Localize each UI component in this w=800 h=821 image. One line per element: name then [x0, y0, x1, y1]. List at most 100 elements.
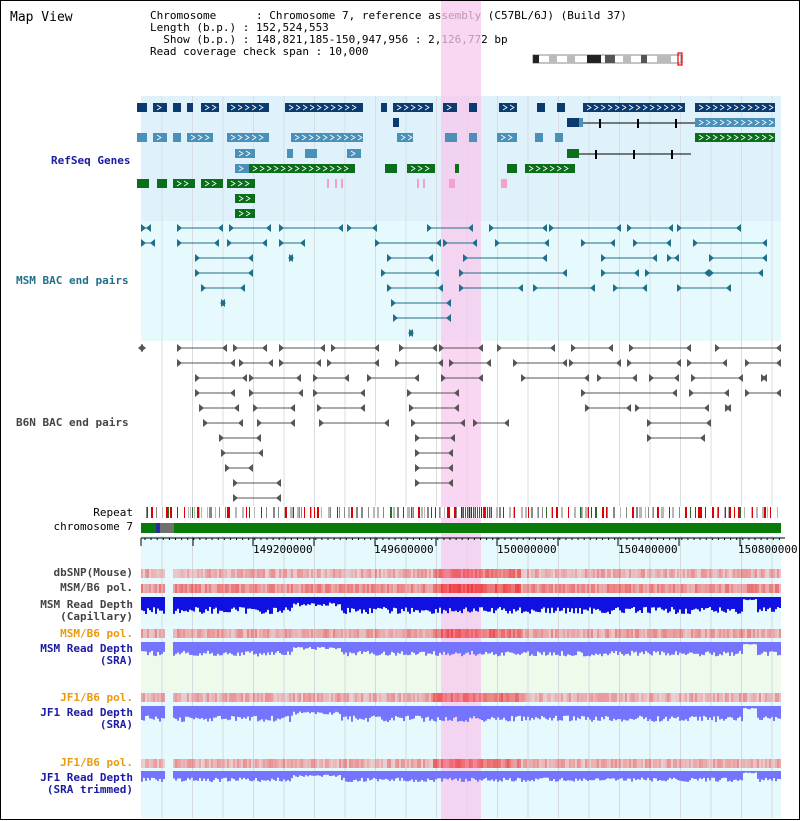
read-depth-bar [443, 771, 445, 779]
polymorphism-density [561, 569, 563, 578]
track-label-repeat[interactable]: Repeat [93, 506, 133, 519]
repeat-element [695, 507, 696, 518]
polymorphism-density [665, 629, 667, 638]
polymorphism-density [583, 759, 585, 768]
polymorphism-density [357, 569, 359, 578]
track-label-jf1-b6-pol-1[interactable]: JF1/B6 pol. [60, 691, 133, 704]
track-label-dbsnp[interactable]: dbSNP(Mouse) [53, 566, 133, 579]
read-depth-bar [335, 642, 337, 650]
polymorphism-density [343, 569, 345, 578]
polymorphism-density [425, 759, 427, 768]
polymorphism-density [765, 759, 767, 768]
polymorphism-density [597, 629, 599, 638]
read-depth-bar [409, 771, 411, 781]
polymorphism-density [731, 569, 733, 578]
polymorphism-density [521, 584, 523, 593]
read-depth-bar [743, 771, 745, 773]
track-label-msm-b6-pol-2[interactable]: MSM/B6 pol. [60, 627, 133, 640]
repeat-element [339, 507, 340, 518]
msm-bac-end [459, 284, 464, 292]
polymorphism-density [633, 759, 635, 768]
read-depth-bar [647, 771, 649, 778]
track-label-jf1-b6-pol-2[interactable]: JF1/B6 pol. [60, 756, 133, 769]
repeat-element [645, 507, 646, 518]
track-label-msm-b6-pol-1[interactable]: MSM/B6 pol. [60, 581, 133, 594]
polymorphism-density [321, 584, 323, 593]
polymorphism-density [617, 759, 619, 768]
read-depth-bar [605, 642, 607, 654]
read-depth-bar [717, 597, 719, 613]
track-label-b6n-bac[interactable]: B6N BAC end pairs [16, 416, 129, 429]
polymorphism-density [555, 629, 557, 638]
read-depth-bar [369, 597, 371, 609]
polymorphism-density [369, 569, 371, 578]
read-depth-bar [681, 597, 683, 614]
polymorphism-density [503, 693, 505, 702]
polymorphism-density [743, 629, 745, 638]
read-depth-bar [359, 771, 361, 781]
track-label-jf1-depth-trimmed[interactable]: JF1 Read Depth (SRA trimmed) [40, 772, 133, 796]
polymorphism-density [685, 759, 687, 768]
repeat-element [481, 507, 482, 518]
polymorphism-density [627, 693, 629, 702]
polymorphism-density [749, 629, 751, 638]
polymorphism-density [767, 693, 769, 702]
polymorphism-density [347, 629, 349, 638]
track-label-chromosome[interactable]: chromosome 7 [53, 520, 133, 533]
polymorphism-density [441, 759, 443, 768]
read-depth-bar [629, 642, 631, 656]
chromosome-info: Chromosome : Chromosome 7, reference ass… [150, 10, 627, 58]
read-depth-bar [601, 706, 603, 718]
track-label-msm-bac[interactable]: MSM BAC end pairs [16, 274, 129, 287]
b6n-bac-end [360, 404, 365, 412]
polymorphism-density [315, 693, 317, 702]
polymorphism-density [265, 584, 267, 593]
read-depth-bar [249, 771, 251, 781]
b6n-bac-end [486, 359, 491, 367]
polymorphism-density [191, 629, 193, 638]
polymorphism-density [413, 629, 415, 638]
read-depth-bar [607, 706, 609, 717]
polymorphism-density [287, 759, 289, 768]
b6n-bac-end [448, 479, 453, 487]
gene-exon [633, 150, 635, 159]
refseq-gene [153, 103, 167, 112]
polymorphism-density [609, 693, 611, 702]
polymorphism-density [381, 584, 383, 593]
read-depth-bar [459, 771, 461, 779]
polymorphism-density [701, 584, 703, 593]
polymorphism-density [735, 584, 737, 593]
read-depth-bar [547, 706, 549, 720]
track-label-jf1-depth-sra[interactable]: JF1 Read Depth (SRA) [40, 707, 133, 731]
repeat-element [734, 507, 735, 518]
repeat-element [266, 507, 267, 518]
read-depth-bar [365, 642, 367, 652]
track-label-msm-depth-sra[interactable]: MSM Read Depth (SRA) [40, 643, 133, 667]
polymorphism-density [241, 629, 243, 638]
polymorphism-density [389, 584, 391, 593]
polymorphism-density [477, 584, 479, 593]
polymorphism-density [257, 569, 259, 578]
polymorphism-density [715, 584, 717, 593]
read-depth-bar [203, 771, 205, 779]
polymorphism-density [237, 759, 239, 768]
track-label-refseq[interactable]: RefSeq Genes [51, 154, 131, 167]
track-label-msm-depth-capillary[interactable]: MSM Read Depth (Capillary) [40, 599, 133, 623]
polymorphism-density [527, 569, 529, 578]
polymorphism-density [205, 569, 207, 578]
read-depth-bar [353, 642, 355, 654]
polymorphism-density [349, 629, 351, 638]
polymorphism-density [389, 569, 391, 578]
repeat-element [299, 507, 300, 518]
read-depth-bar [393, 642, 395, 654]
polymorphism-density [471, 584, 473, 593]
polymorphism-density [281, 584, 283, 593]
repeat-element [301, 507, 302, 518]
read-depth-bar [433, 706, 435, 721]
polymorphism-density [693, 759, 695, 768]
polymorphism-density [341, 693, 343, 702]
polymorphism-density [591, 569, 593, 578]
b6n-bac-end [331, 344, 336, 352]
read-depth-bar [619, 597, 621, 611]
